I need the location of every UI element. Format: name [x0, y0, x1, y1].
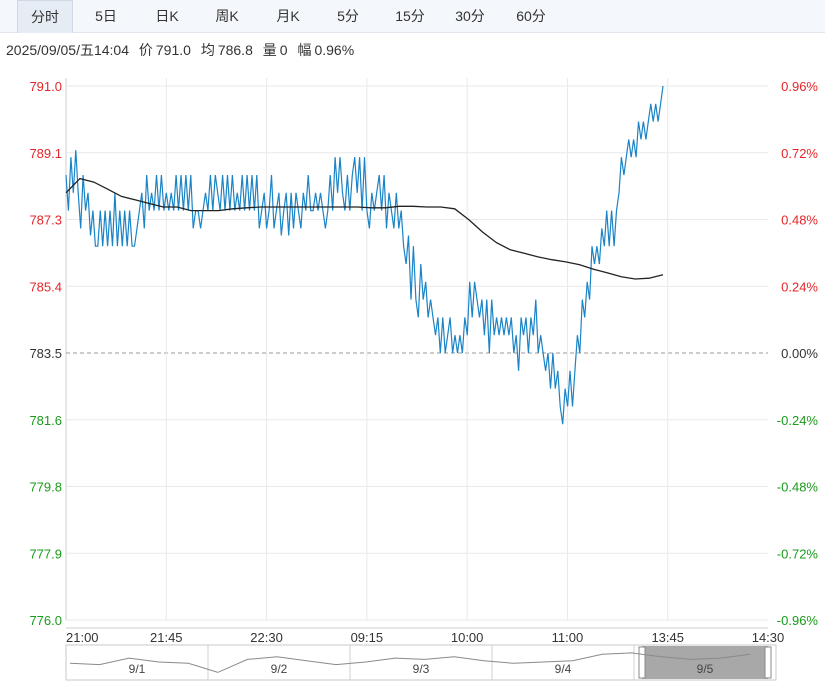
price-tick-label: 779.8	[29, 480, 62, 495]
day-navigator[interactable]: 9/1 9/2 9/3 9/4 9/5	[65, 644, 777, 681]
percent-tick-label: 0.48%	[781, 213, 818, 228]
chart-grid	[65, 78, 768, 629]
percent-tick-label: 0.00%	[781, 346, 818, 361]
time-tick-label: 22:30	[250, 630, 283, 645]
tab-weekly-k[interactable]: 周K	[215, 8, 239, 24]
price-tick-label: 789.1	[29, 146, 62, 161]
percent-tick-label: 0.24%	[781, 279, 818, 294]
navigator-day-label[interactable]: 9/3	[413, 662, 430, 676]
volume-label: 量	[262, 42, 277, 58]
navigator-overview-line	[69, 652, 751, 673]
price-line	[65, 85, 664, 425]
time-tick-label: 14:30	[752, 630, 785, 645]
quote-datetime: 2025/09/05/五14:04	[6, 42, 129, 58]
avg-value: 786.8	[217, 42, 253, 58]
price-tick-label: 781.6	[29, 413, 62, 428]
time-tick-label: 21:00	[66, 630, 99, 645]
time-tick-label: 13:45	[651, 630, 684, 645]
percent-tick-label: -0.72%	[777, 546, 819, 561]
price-tick-label: 785.4	[29, 279, 62, 294]
percent-tick-label: -0.48%	[777, 480, 819, 495]
percent-tick-label: 0.72%	[781, 146, 818, 161]
percent-tick-label: 0.96%	[781, 79, 818, 94]
price-axis: 791.0 789.1 787.3 785.4 783.5 781.6 779.8 777.9…	[29, 79, 62, 628]
volume-value: 0	[279, 42, 288, 58]
tab-5day[interactable]: 5日	[95, 8, 117, 24]
price-tick-label: 791.0	[29, 79, 62, 94]
navigator-handle[interactable]	[764, 646, 772, 679]
tab-15min[interactable]: 15分	[395, 8, 425, 24]
avg-price-line	[65, 177, 664, 280]
navigator-handle[interactable]	[638, 646, 646, 679]
navigator-day-label[interactable]: 9/2	[271, 662, 288, 676]
chart-series	[65, 85, 664, 425]
tab-5min[interactable]: 5分	[337, 8, 359, 24]
price-tick-label: 787.3	[29, 213, 62, 228]
price-tick-label: 776.0	[29, 613, 62, 628]
time-tick-label: 11:00	[552, 630, 584, 645]
amplitude-value: 0.96%	[314, 42, 355, 58]
percent-tick-label: -0.24%	[777, 413, 819, 428]
time-tick-label: 10:00	[451, 630, 484, 645]
price-tick-label: 783.5	[29, 346, 62, 361]
time-axis: 21:00 21:45 22:30 09:15 10:00 11:00 13:45 14:30	[66, 630, 784, 645]
period-tab-bar: 分时 5日 日K 周K 月K 5分 15分 30分 60分	[0, 0, 825, 33]
price-label: 价	[138, 42, 153, 58]
tab-30min[interactable]: 30分	[455, 8, 485, 24]
time-tick-label: 09:15	[351, 630, 384, 645]
tab-daily-k[interactable]: 日K	[155, 8, 179, 24]
price-tick-label: 777.9	[29, 546, 62, 561]
time-tick-label: 21:45	[150, 630, 183, 645]
navigator-day-label[interactable]: 9/4	[555, 662, 572, 676]
tab-60min[interactable]: 60分	[516, 8, 546, 24]
navigator-selected-window[interactable]	[642, 646, 768, 679]
amplitude-label: 幅	[297, 42, 312, 58]
tab-intraday[interactable]: 分时	[17, 0, 73, 33]
percent-axis: 0.96% 0.72% 0.48% 0.24% 0.00% -0.24% -0.48% -0.…	[777, 79, 819, 628]
avg-label: 均	[200, 42, 215, 58]
price-value: 791.0	[155, 42, 191, 58]
tab-monthly-k[interactable]: 月K	[276, 8, 300, 24]
navigator-day-label[interactable]: 9/5	[697, 662, 714, 676]
navigator-day-label[interactable]: 9/1	[129, 662, 146, 676]
percent-tick-label: -0.96%	[777, 613, 819, 628]
